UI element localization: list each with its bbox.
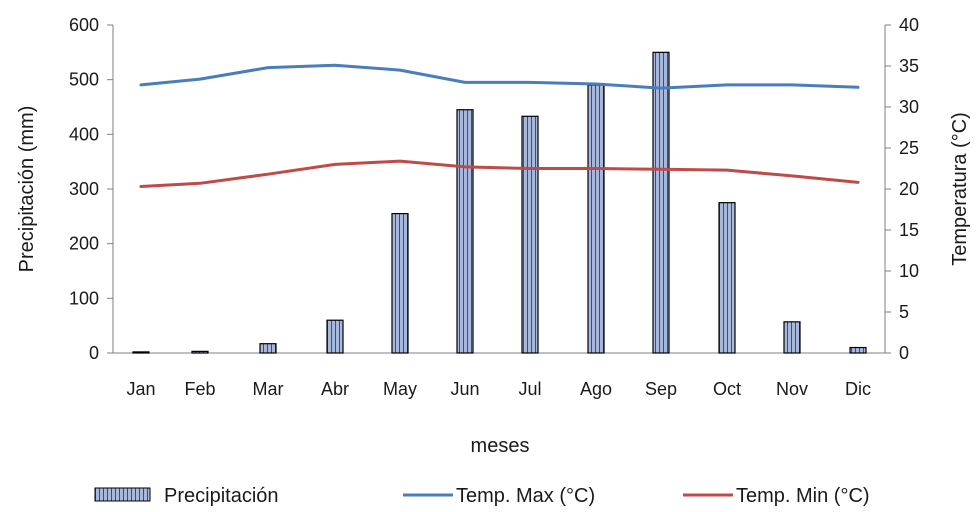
x-tick-label: Feb [184, 379, 215, 399]
left-y-tick-label: 400 [69, 124, 99, 144]
x-tick-label: Dic [845, 379, 871, 399]
right-y-ticks: 0 5 10 15 20 25 30 35 40 [885, 15, 919, 363]
left-y-tick-label: 300 [69, 179, 99, 199]
right-y-tick-label: 40 [899, 15, 919, 35]
left-y-tick-label: 100 [69, 288, 99, 308]
x-tick-label: Jun [450, 379, 479, 399]
bar-precipitacion [718, 202, 736, 354]
left-y-tick-label: 0 [89, 343, 99, 363]
x-axis-title: meses [471, 435, 530, 457]
line-temp-max [139, 63, 860, 90]
right-y-tick-label: 20 [899, 179, 919, 199]
bar-precipitacion [259, 343, 277, 354]
bar-precipitacion [521, 115, 539, 354]
bar-precipitacion [652, 51, 670, 354]
legend-label-precipitacion: Precipitación [164, 485, 279, 507]
line-series [139, 63, 860, 188]
left-y-axis-title: Precipitación (mm) [16, 106, 38, 273]
x-tick-label: Jan [126, 379, 155, 399]
bar-precipitacion [191, 350, 209, 354]
left-y-tick-label: 500 [69, 70, 99, 90]
x-tick-label: May [383, 379, 417, 399]
right-y-tick-label: 5 [899, 302, 909, 322]
right-y-axis-title: Temperatura (°C) [949, 112, 971, 266]
legend-swatch-precipitacion [94, 487, 151, 502]
bar-precipitacion [391, 213, 409, 354]
right-y-tick-label: 25 [899, 138, 919, 158]
x-tick-label: Mar [253, 379, 284, 399]
right-y-tick-label: 0 [899, 343, 909, 363]
x-ticks: Jan Feb Mar Abr May Jun Jul Ago Sep Oct Nov Dic [126, 379, 871, 399]
right-y-tick-label: 10 [899, 261, 919, 281]
legend-label-temp-max: Temp. Max (°C) [456, 485, 595, 507]
right-y-tick-label: 30 [899, 97, 919, 117]
bar-series [132, 51, 867, 354]
line-temp-min [139, 159, 860, 188]
right-y-tick-label: 35 [899, 56, 919, 76]
left-y-tick-label: 600 [69, 15, 99, 35]
x-tick-label: Abr [321, 379, 349, 399]
left-y-tick-label: 200 [69, 234, 99, 254]
x-tick-label: Nov [776, 379, 808, 399]
right-y-tick-label: 15 [899, 220, 919, 240]
x-tick-label: Jul [518, 379, 541, 399]
bar-precipitacion [783, 321, 801, 354]
legend: Precipitación Temp. Max (°C) Temp. Min (… [94, 485, 870, 507]
bar-precipitacion [326, 319, 344, 354]
left-y-ticks: 0 100 200 300 400 500 600 [69, 15, 113, 363]
x-tick-label: Ago [580, 379, 612, 399]
bar-precipitacion [849, 346, 867, 354]
x-tick-label: Oct [713, 379, 741, 399]
x-tick-label: Sep [645, 379, 677, 399]
bar-precipitacion [587, 84, 605, 354]
bar-precipitacion [132, 351, 150, 354]
bar-precipitacion [456, 109, 474, 354]
legend-label-temp-min: Temp. Min (°C) [736, 485, 870, 507]
